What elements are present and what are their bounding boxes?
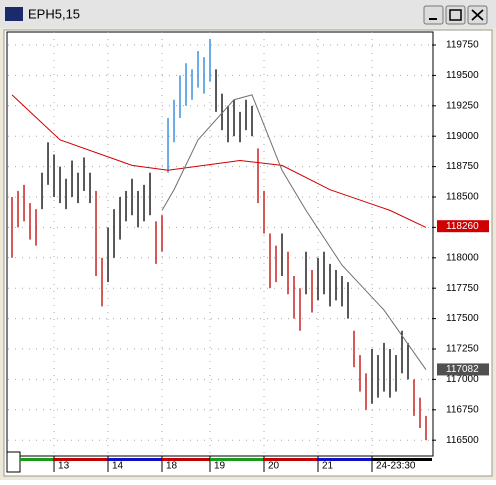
y-tick-label: 118000 (446, 252, 479, 263)
x-tick-label: 13 (58, 461, 70, 472)
x-tick-label: 21 (322, 461, 334, 472)
date-strip (54, 458, 109, 461)
date-strip (162, 458, 211, 461)
plot-area (6, 31, 434, 457)
x-tick-label: 20 (268, 461, 280, 472)
price-marker-label: 118260 (446, 221, 479, 232)
x-tick-label: 24-23:30 (376, 461, 416, 472)
y-tick-label: 119750 (446, 40, 479, 51)
date-strip (210, 458, 265, 461)
moving-average (11, 94, 427, 228)
window-title: EPH5,15 (28, 6, 80, 21)
y-tick-label: 117250 (446, 344, 479, 355)
date-strip (264, 458, 319, 461)
y-tick-label: 118750 (446, 161, 479, 172)
minimize-button[interactable] (423, 5, 444, 25)
price-marker-label: 117082 (446, 364, 479, 375)
title-bar (0, 0, 496, 28)
price-marker (437, 220, 489, 233)
y-tick-label: 117750 (446, 283, 479, 294)
date-strip (318, 458, 373, 461)
x-tick-label: 19 (214, 461, 226, 472)
price-marker (437, 363, 489, 376)
y-tick-label: 116750 (446, 404, 479, 415)
date-strip (20, 458, 55, 461)
y-tick-label: 118500 (446, 192, 479, 203)
x-tick-label: 14 (112, 461, 124, 472)
maximize-icon (449, 9, 462, 21)
date-strip (372, 458, 432, 461)
y-tick-label: 119500 (446, 70, 479, 81)
moving-average (161, 94, 427, 370)
y-tick-label: 117500 (446, 313, 479, 324)
window-icon (5, 7, 23, 21)
close-icon (471, 9, 484, 21)
y-tick-label: 116500 (446, 435, 479, 446)
y-tick-label: 119250 (446, 100, 479, 111)
y-tick-label: 119000 (446, 131, 479, 142)
x-tick-label: 18 (166, 461, 178, 472)
y-tick-label: 117000 (446, 374, 479, 385)
date-strip (108, 458, 163, 461)
maximize-button[interactable] (445, 5, 466, 25)
corner-box (6, 451, 21, 473)
